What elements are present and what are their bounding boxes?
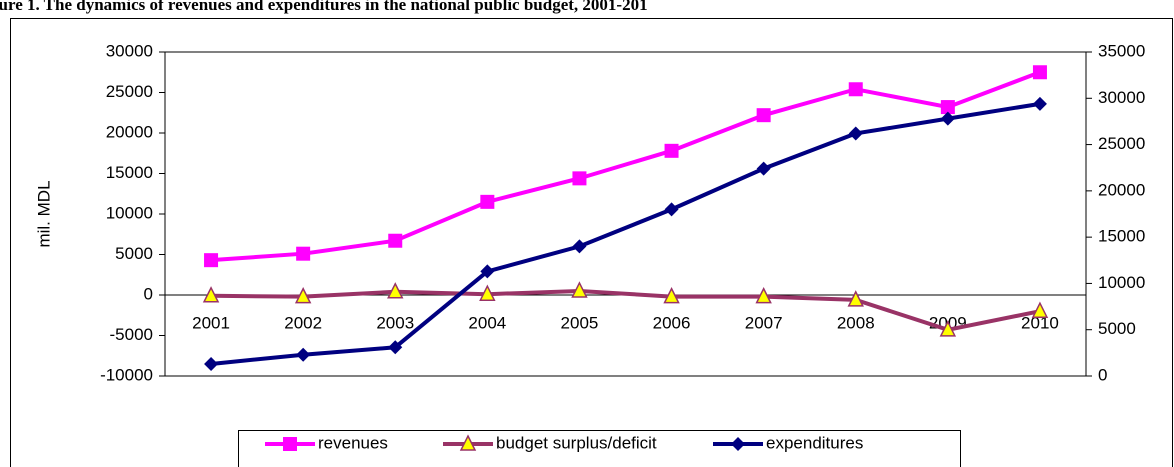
y-tick-label: 30000: [106, 41, 153, 60]
y-tick-label: 15000: [106, 163, 153, 182]
legend-label: budget surplus/deficit: [496, 433, 657, 452]
y-axis-label: mil. MDL: [34, 180, 53, 247]
legend-marker: [731, 437, 745, 451]
legend-label: expenditures: [766, 433, 863, 452]
point-marker: [572, 239, 587, 254]
point-marker: [756, 108, 771, 123]
legend-marker: [459, 434, 477, 451]
point-marker: [571, 281, 588, 298]
point-marker: [756, 161, 771, 176]
y-tick-label: -10000: [100, 365, 153, 384]
y2-tick-label: 25000: [1098, 134, 1145, 153]
point-marker: [847, 290, 864, 307]
point-marker: [1032, 65, 1047, 80]
point-marker: [388, 233, 403, 248]
series-line: [211, 288, 1041, 332]
point-marker: [940, 100, 955, 115]
x-tick-label: 2005: [561, 313, 599, 332]
y2-tick-label: 35000: [1098, 41, 1145, 60]
point-marker: [480, 264, 495, 279]
x-tick-label: 2007: [745, 313, 783, 332]
y2-tick-label: 10000: [1098, 273, 1145, 292]
point-marker: [388, 340, 403, 355]
legend-marker: [283, 437, 297, 451]
series-line: [210, 101, 1041, 366]
y-tick-label: 25000: [106, 82, 153, 101]
point-marker: [572, 171, 587, 186]
point-marker: [479, 284, 496, 301]
x-tick-label: 2001: [192, 313, 230, 332]
x-tick-label: 2010: [1021, 313, 1059, 332]
point-marker: [296, 347, 311, 362]
y-tick-label: -5000: [110, 325, 153, 344]
point-marker: [848, 126, 863, 141]
y-tick-label: 20000: [106, 122, 153, 141]
x-tick-label: 2004: [468, 313, 506, 332]
x-tick-label: 2002: [284, 313, 322, 332]
y-tick-label: 5000: [115, 244, 153, 263]
x-tick-label: 2003: [376, 313, 414, 332]
point-marker: [294, 286, 312, 304]
x-tick-label: 2008: [837, 313, 875, 332]
point-marker: [480, 194, 495, 209]
series-line: [210, 70, 1041, 263]
point-marker: [939, 320, 957, 337]
point-marker: [664, 143, 679, 158]
point-marker: [848, 82, 863, 97]
point-marker: [755, 286, 772, 304]
y2-tick-label: 20000: [1098, 180, 1145, 199]
point-marker: [204, 253, 219, 268]
y-tick-label: 0: [144, 284, 153, 303]
legend-label: revenues: [318, 433, 388, 452]
point-marker: [387, 282, 404, 299]
y2-tick-label: 0: [1098, 365, 1107, 384]
legend: [238, 430, 961, 467]
y2-tick-label: 5000: [1098, 319, 1136, 338]
point-marker: [296, 246, 311, 261]
point-marker: [663, 286, 680, 304]
y2-tick-label: 15000: [1098, 227, 1145, 246]
point-marker: [1032, 96, 1047, 111]
point-marker: [940, 111, 955, 126]
chart-title: gure 1. The dynamics of revenues and exp…: [0, 0, 648, 14]
point-marker: [664, 202, 679, 217]
point-marker: [204, 356, 219, 371]
x-tick-label: 2006: [653, 313, 691, 332]
point-marker: [202, 286, 220, 303]
y-tick-label: 10000: [106, 203, 153, 222]
y2-tick-label: 30000: [1098, 88, 1145, 107]
point-marker: [1031, 301, 1049, 318]
